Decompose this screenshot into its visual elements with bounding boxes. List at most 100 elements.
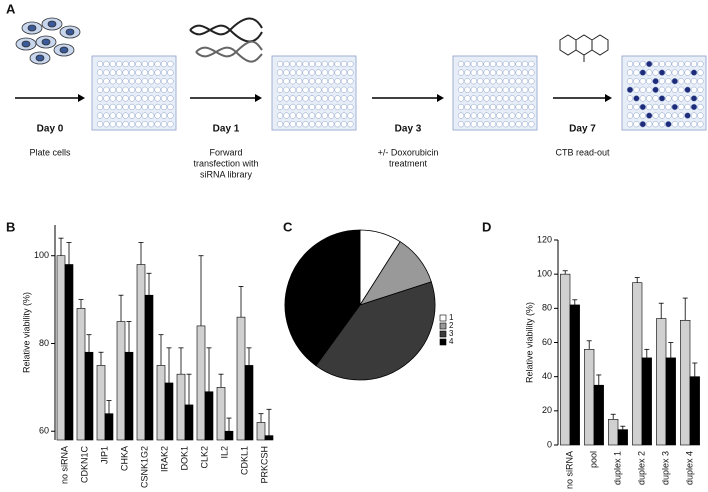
well bbox=[340, 78, 348, 85]
well bbox=[646, 121, 653, 128]
x-tick-label: CLK2 bbox=[199, 446, 209, 469]
well bbox=[109, 103, 116, 111]
well bbox=[160, 69, 168, 76]
well bbox=[103, 121, 110, 128]
well bbox=[315, 60, 322, 68]
well bbox=[334, 69, 341, 76]
well bbox=[646, 78, 653, 85]
well bbox=[515, 78, 522, 85]
well bbox=[276, 112, 284, 119]
y-tick-label: 60 bbox=[542, 337, 552, 347]
well bbox=[302, 103, 309, 111]
well bbox=[489, 95, 497, 102]
bar bbox=[593, 384, 604, 446]
well bbox=[154, 86, 161, 93]
y-axis-label: Relative viability (%) bbox=[524, 302, 534, 383]
well bbox=[122, 60, 129, 68]
well bbox=[96, 103, 104, 111]
well bbox=[483, 86, 490, 93]
well bbox=[167, 121, 174, 128]
well bbox=[483, 121, 490, 128]
panel-label: D bbox=[482, 219, 491, 234]
well bbox=[135, 69, 142, 76]
well bbox=[639, 78, 646, 85]
well bbox=[502, 103, 509, 111]
well bbox=[690, 60, 698, 68]
well bbox=[496, 69, 503, 76]
well bbox=[135, 78, 142, 85]
well bbox=[633, 78, 640, 85]
well bbox=[665, 112, 672, 119]
well bbox=[457, 121, 465, 128]
well bbox=[671, 112, 678, 119]
well bbox=[148, 69, 155, 76]
bar bbox=[136, 264, 146, 441]
well bbox=[296, 121, 303, 128]
bar bbox=[656, 318, 667, 446]
well bbox=[160, 103, 168, 111]
well bbox=[328, 60, 335, 68]
well bbox=[340, 112, 348, 119]
well bbox=[521, 60, 529, 68]
well bbox=[340, 121, 348, 128]
well bbox=[658, 121, 666, 128]
well bbox=[457, 95, 465, 102]
well bbox=[626, 86, 634, 93]
well bbox=[141, 121, 148, 128]
cells-icon bbox=[15, 17, 81, 65]
well bbox=[321, 78, 328, 85]
well bbox=[167, 69, 174, 76]
well bbox=[684, 95, 691, 102]
well bbox=[347, 60, 354, 68]
x-tick-label: PRKCSH bbox=[259, 446, 269, 484]
bar bbox=[665, 357, 676, 446]
well bbox=[652, 78, 659, 85]
well bbox=[678, 112, 685, 119]
bar bbox=[104, 413, 114, 441]
bar bbox=[584, 349, 595, 446]
well bbox=[302, 95, 309, 102]
well bbox=[135, 60, 142, 68]
well bbox=[457, 86, 465, 93]
well bbox=[321, 121, 328, 128]
well bbox=[464, 78, 471, 85]
well bbox=[658, 60, 666, 68]
well bbox=[141, 95, 148, 102]
well bbox=[296, 69, 303, 76]
well bbox=[502, 60, 509, 68]
day-label: Day 1 bbox=[213, 124, 240, 135]
well bbox=[464, 112, 471, 119]
well bbox=[103, 78, 110, 85]
well bbox=[116, 103, 123, 111]
y-tick-label: 80 bbox=[39, 338, 49, 348]
well bbox=[315, 95, 322, 102]
plate bbox=[271, 55, 357, 131]
well bbox=[167, 95, 174, 102]
x-tick-label: pool bbox=[588, 451, 598, 468]
well bbox=[684, 69, 691, 76]
bar bbox=[156, 365, 166, 441]
well bbox=[658, 69, 666, 76]
well bbox=[646, 86, 653, 93]
well bbox=[671, 86, 678, 93]
well bbox=[334, 60, 341, 68]
y-tick-label: 100 bbox=[34, 250, 49, 260]
well bbox=[308, 112, 316, 119]
bar bbox=[96, 365, 106, 441]
bar bbox=[632, 282, 643, 446]
well bbox=[103, 103, 110, 111]
well bbox=[515, 112, 522, 119]
well bbox=[289, 60, 296, 68]
plate bbox=[91, 55, 177, 131]
well bbox=[315, 103, 322, 111]
well bbox=[464, 103, 471, 111]
well bbox=[489, 103, 497, 111]
well bbox=[639, 69, 646, 76]
well bbox=[528, 78, 535, 85]
well bbox=[128, 121, 136, 128]
well bbox=[167, 112, 174, 119]
well bbox=[684, 60, 691, 68]
arrow-head bbox=[437, 94, 444, 102]
well bbox=[678, 121, 685, 128]
well bbox=[315, 112, 322, 119]
